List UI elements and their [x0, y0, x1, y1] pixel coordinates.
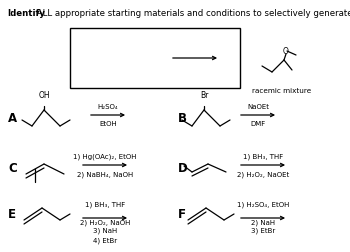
Text: B: B: [178, 111, 187, 124]
Text: 2) NaH: 2) NaH: [251, 219, 275, 226]
Text: 1) Hg(OAc)₂, EtOH: 1) Hg(OAc)₂, EtOH: [73, 153, 137, 160]
Text: 2) H₂O₂, NaOH: 2) H₂O₂, NaOH: [80, 219, 130, 226]
Text: 2) H₂O₂, NaOEt: 2) H₂O₂, NaOEt: [237, 171, 289, 177]
Text: F: F: [178, 208, 186, 222]
Text: racemic mixture: racemic mixture: [252, 88, 311, 94]
Text: 4) EtBr: 4) EtBr: [93, 237, 117, 243]
Text: 1) BH₃, THF: 1) BH₃, THF: [85, 202, 125, 208]
Text: DMF: DMF: [250, 121, 266, 127]
Text: ALL appropriate starting materials and conditions to selectively generate the de: ALL appropriate starting materials and c…: [34, 9, 350, 18]
Text: 1) H₂SO₄, EtOH: 1) H₂SO₄, EtOH: [237, 202, 289, 208]
Text: EtOH: EtOH: [99, 121, 117, 127]
Text: OH: OH: [38, 91, 50, 100]
Text: 1) BH₃, THF: 1) BH₃, THF: [243, 153, 283, 160]
Text: 3) EtBr: 3) EtBr: [251, 228, 275, 235]
Text: NaOEt: NaOEt: [247, 104, 269, 110]
Text: A: A: [8, 111, 17, 124]
Text: D: D: [178, 162, 188, 174]
Text: O: O: [283, 47, 289, 56]
Text: Identify: Identify: [7, 9, 45, 18]
Text: E: E: [8, 208, 16, 222]
Text: C: C: [8, 162, 17, 174]
Text: Br: Br: [200, 91, 208, 100]
Text: H₂SO₄: H₂SO₄: [98, 104, 118, 110]
Text: 2) NaBH₄, NaOH: 2) NaBH₄, NaOH: [77, 171, 133, 177]
Text: 3) NaH: 3) NaH: [93, 228, 117, 235]
Bar: [70, 28, 240, 88]
